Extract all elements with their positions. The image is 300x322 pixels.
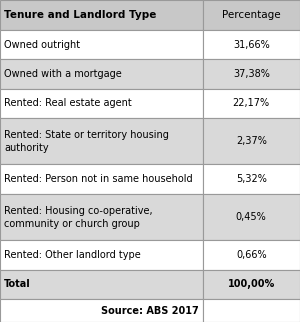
Text: Rented: Real estate agent: Rented: Real estate agent — [4, 99, 132, 109]
Text: Rented: Person not in same household: Rented: Person not in same household — [4, 174, 193, 184]
Text: Owned outright: Owned outright — [4, 40, 80, 50]
Bar — [0, 240, 202, 270]
Text: Source: ABS 2017: Source: ABS 2017 — [101, 306, 199, 316]
Bar — [202, 270, 300, 299]
Text: 2,37%: 2,37% — [236, 136, 267, 146]
Text: 22,17%: 22,17% — [233, 99, 270, 109]
Bar — [0, 299, 202, 322]
Text: 0,66%: 0,66% — [236, 250, 267, 260]
Text: Rented: Housing co-operative,: Rented: Housing co-operative, — [4, 205, 153, 216]
Bar — [0, 30, 202, 59]
Text: 31,66%: 31,66% — [233, 40, 270, 50]
Bar — [0, 165, 202, 194]
Bar — [202, 299, 300, 322]
Text: authority: authority — [4, 143, 49, 153]
Text: Rented: Other landlord type: Rented: Other landlord type — [4, 250, 141, 260]
Text: 100,00%: 100,00% — [228, 279, 275, 289]
Bar — [202, 30, 300, 59]
Text: Owned with a mortgage: Owned with a mortgage — [4, 69, 122, 79]
Bar — [0, 0, 202, 30]
Bar — [0, 59, 202, 89]
Text: Rented: State or territory housing: Rented: State or territory housing — [4, 130, 169, 140]
Bar — [202, 165, 300, 194]
Text: Total: Total — [4, 279, 31, 289]
Bar — [0, 89, 202, 118]
Text: Tenure and Landlord Type: Tenure and Landlord Type — [4, 10, 156, 20]
Bar — [202, 194, 300, 240]
Bar — [0, 270, 202, 299]
Bar — [202, 0, 300, 30]
Bar — [0, 194, 202, 240]
Text: 37,38%: 37,38% — [233, 69, 270, 79]
Text: 5,32%: 5,32% — [236, 174, 267, 184]
Text: community or church group: community or church group — [4, 219, 140, 229]
Bar — [202, 118, 300, 165]
Text: 0,45%: 0,45% — [236, 212, 267, 222]
Bar — [202, 240, 300, 270]
Bar — [0, 118, 202, 165]
Text: Percentage: Percentage — [222, 10, 280, 20]
Bar — [202, 89, 300, 118]
Bar — [202, 59, 300, 89]
